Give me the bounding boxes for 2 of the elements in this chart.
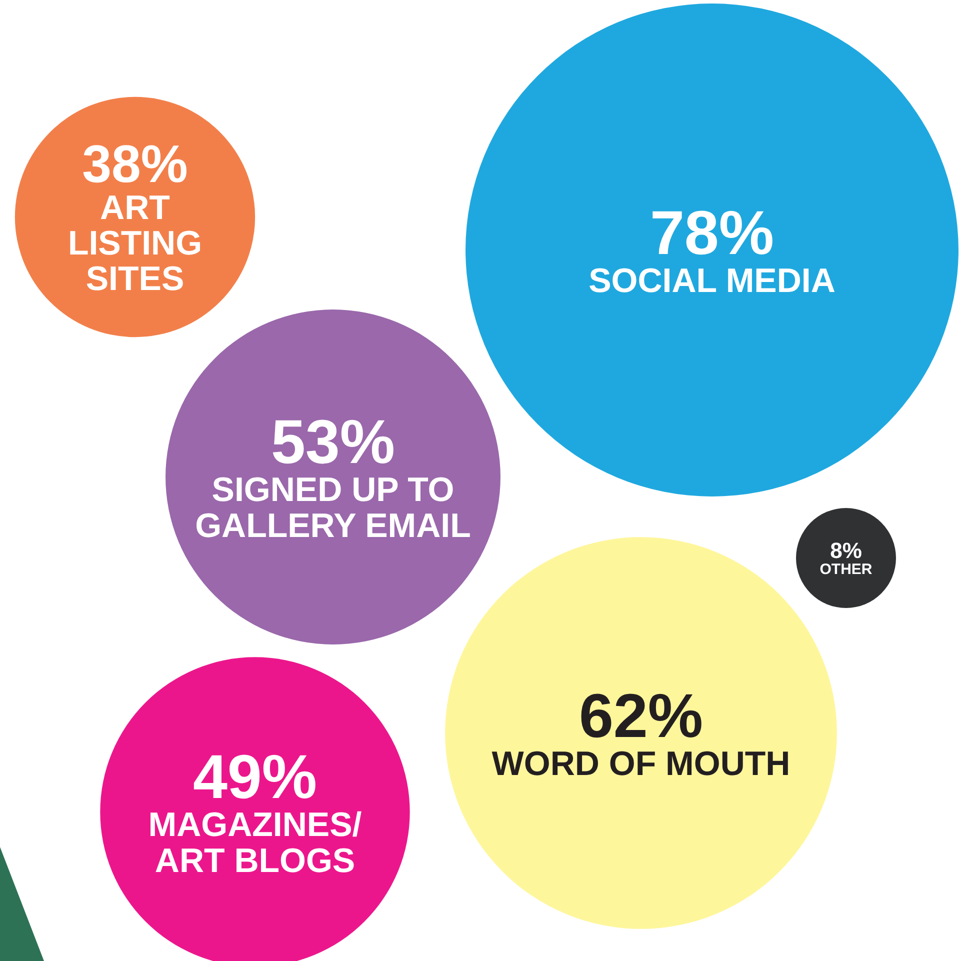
data-label: 8% <box>830 538 862 563</box>
category-label: OTHER <box>820 560 872 578</box>
